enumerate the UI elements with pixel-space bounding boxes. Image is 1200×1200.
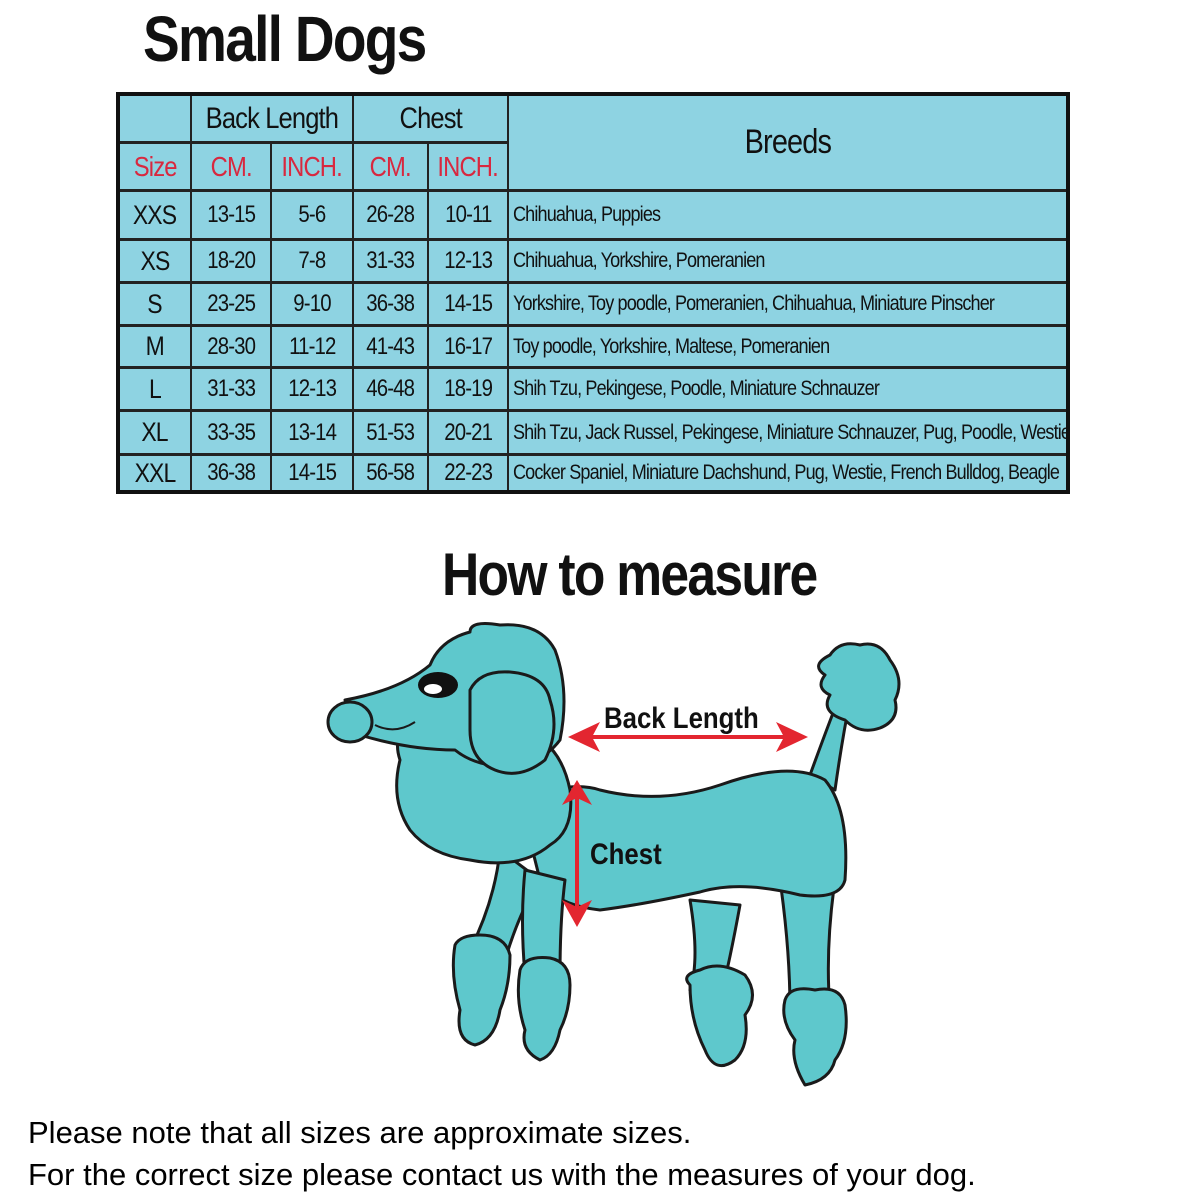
cell-breeds: Chihuahua, Yorkshire, Pomeranien [509, 241, 1066, 284]
header-chest-inch: INCH. [429, 144, 509, 192]
cell-back-inch: 11-12 [272, 327, 354, 369]
cell-chest-inch: 12-13 [429, 241, 509, 284]
dog-ear [468, 670, 556, 775]
back-length-label: Back Length [604, 701, 759, 734]
note-approximate: Please note that all sizes are approxima… [28, 1115, 692, 1150]
header-chest-cm: CM. [354, 144, 429, 192]
chest-arrow [562, 780, 592, 927]
dog-body [518, 769, 848, 912]
cell-breeds: Yorkshire, Toy poodle, Pomeranien, Chihu… [509, 284, 1066, 327]
cell-breeds: Toy poodle, Yorkshire, Maltese, Pomerani… [509, 327, 1066, 369]
cell-chest-inch: 18-19 [429, 369, 509, 412]
back-length-arrow [568, 722, 808, 752]
poodle-illustration: Back Length Chest [326, 622, 901, 1087]
header-back-inch: INCH. [272, 144, 354, 192]
chest-label: Chest [590, 837, 662, 870]
cell-chest-inch: 22-23 [429, 456, 509, 490]
cell-back-cm: 33-35 [192, 412, 272, 456]
dog-nose [326, 700, 374, 744]
cell-breeds: Shih Tzu, Jack Russel, Pekingese, Miniat… [509, 412, 1066, 456]
cell-back-inch: 12-13 [272, 369, 354, 412]
cell-back-inch: 9-10 [272, 284, 354, 327]
cell-back-cm: 18-20 [192, 241, 272, 284]
cell-back-inch: 7-8 [272, 241, 354, 284]
cell-breeds: Chihuahua, Puppies [509, 192, 1066, 241]
cell-chest-cm: 51-53 [354, 412, 429, 456]
cell-size: L [120, 369, 192, 412]
size-table: Back Length Chest Breeds Size CM. INCH. … [116, 92, 1070, 494]
cell-chest-inch: 16-17 [429, 327, 509, 369]
cell-chest-inch: 20-21 [429, 412, 509, 456]
cell-size: XS [120, 241, 192, 284]
cell-breeds: Shih Tzu, Pekingese, Poodle, Miniature S… [509, 369, 1066, 412]
cell-size: XXL [120, 456, 192, 490]
header-back-cm: CM. [192, 144, 272, 192]
header-chest: Chest [354, 96, 509, 144]
cell-back-inch: 5-6 [272, 192, 354, 241]
how-to-measure-title: How to measure [442, 541, 818, 608]
cell-chest-cm: 31-33 [354, 241, 429, 284]
cell-chest-cm: 36-38 [354, 284, 429, 327]
cell-chest-cm: 41-43 [354, 327, 429, 369]
header-size: Size [120, 144, 192, 192]
cell-size: XL [120, 412, 192, 456]
cell-size: S [120, 284, 192, 327]
cell-chest-inch: 14-15 [429, 284, 509, 327]
cell-size: XXS [120, 192, 192, 241]
header-breeds: Breeds [509, 96, 1066, 192]
corner-cell [120, 96, 192, 144]
page-title: Small Dogs [143, 3, 427, 75]
cell-back-cm: 31-33 [192, 369, 272, 412]
header-back-length: Back Length [192, 96, 354, 144]
cell-chest-cm: 56-58 [354, 456, 429, 490]
cell-chest-cm: 26-28 [354, 192, 429, 241]
cell-back-cm: 36-38 [192, 456, 272, 490]
cell-back-cm: 23-25 [192, 284, 272, 327]
cell-back-inch: 13-14 [272, 412, 354, 456]
note-contact: For the correct size please contact us w… [28, 1157, 976, 1192]
cell-breeds: Cocker Spaniel, Miniature Dachshund, Pug… [513, 461, 1060, 484]
cell-chest-inch: 10-11 [429, 192, 509, 241]
dog-tail-pom [817, 642, 901, 732]
cell-chest-cm: 46-48 [354, 369, 429, 412]
cell-back-inch: 14-15 [272, 456, 354, 490]
cell-size: M [120, 327, 192, 369]
cell-back-cm: 28-30 [192, 327, 272, 369]
cell-back-cm: 13-15 [192, 192, 272, 241]
